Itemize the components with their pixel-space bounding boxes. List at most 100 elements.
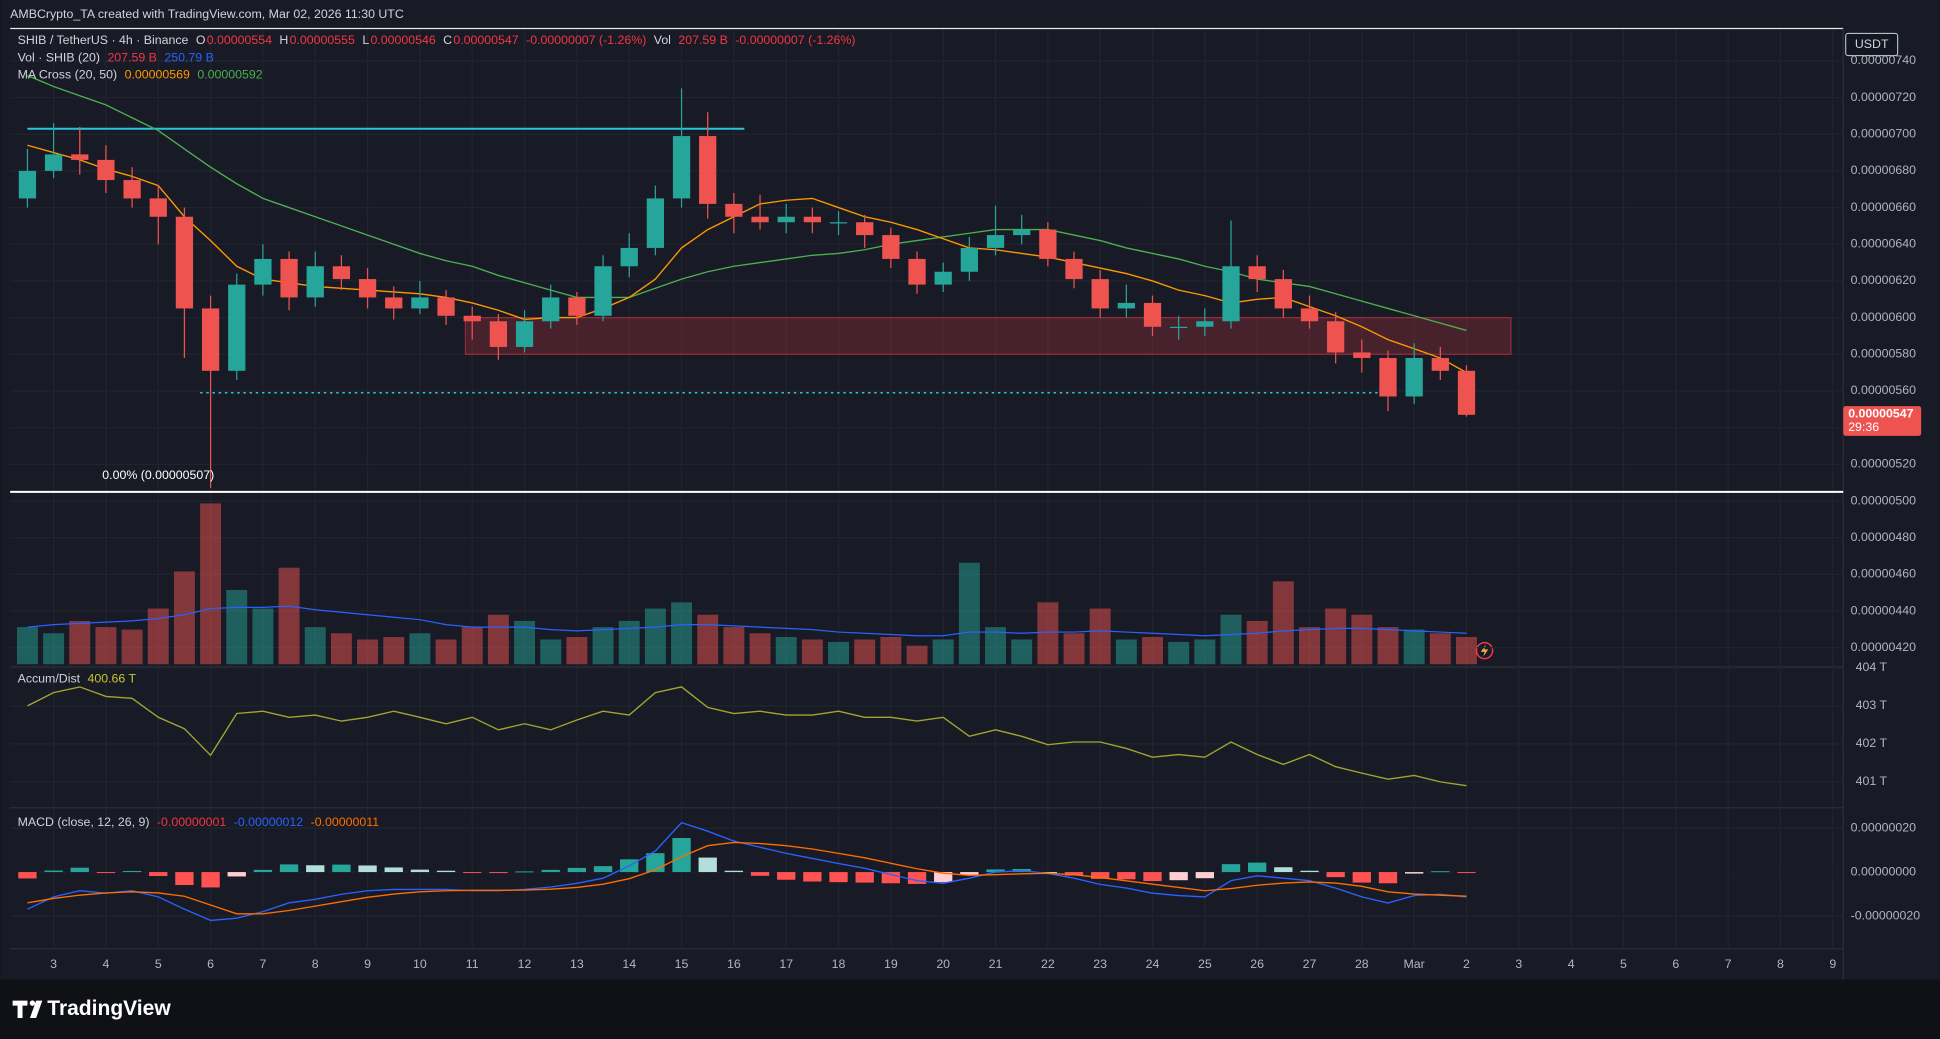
y-tick-label: 0.00000700 xyxy=(1851,126,1916,140)
candle-body xyxy=(699,136,717,204)
macd-histogram-bar xyxy=(358,865,377,873)
macd-histogram-bar xyxy=(698,857,717,873)
volume-bar xyxy=(1168,641,1190,665)
volume-bar xyxy=(357,639,379,665)
candle-body xyxy=(1379,357,1397,397)
y-tick-label: 0.00000000 xyxy=(1851,864,1916,878)
legend-item: 207.59 B xyxy=(107,50,156,64)
macd-histogram-bar xyxy=(672,838,691,873)
candle-body xyxy=(751,216,769,223)
macd-histogram-bar xyxy=(18,872,37,879)
macd-histogram-bar xyxy=(306,865,325,873)
macd-histogram-bar xyxy=(410,869,430,873)
x-tick-label: 16 xyxy=(727,957,741,971)
x-tick-label: 15 xyxy=(675,957,689,971)
macd-histogram-bar xyxy=(724,870,744,873)
candle-body xyxy=(1143,302,1162,327)
candle-body xyxy=(1065,258,1083,280)
x-tick-label: 23 xyxy=(1093,957,1107,971)
y-tick-label: 0.00000420 xyxy=(1851,640,1916,654)
volume-bar xyxy=(618,620,640,665)
volume-bar xyxy=(1063,633,1085,665)
legend-item: -0.00000007 (-1.26%) xyxy=(526,33,646,47)
macd-histogram-bar xyxy=(1143,872,1162,882)
candle-body xyxy=(1353,352,1371,358)
candle-body xyxy=(646,198,665,248)
candle-body xyxy=(829,222,848,224)
currency-box[interactable] xyxy=(1845,32,1899,57)
y-tick-label: 0.00000600 xyxy=(1851,310,1916,324)
volume-bar xyxy=(828,641,849,665)
y-tick-label: 403 T xyxy=(1856,698,1888,712)
candle-body xyxy=(594,266,612,316)
candle-body xyxy=(18,170,37,199)
legend-item: MA Cross (20, 50) xyxy=(18,68,118,82)
volume-bar xyxy=(1142,637,1163,665)
candle-body xyxy=(411,297,429,309)
candle-body xyxy=(986,235,1005,248)
volume-bar xyxy=(749,633,771,665)
candle-body xyxy=(1091,279,1109,309)
candle-body xyxy=(228,284,246,371)
candle-body xyxy=(1039,229,1057,259)
macd-histogram-bar xyxy=(1352,872,1371,883)
volume-bar xyxy=(1403,629,1425,665)
y-tick-label: 402 T xyxy=(1856,736,1888,750)
candle-body xyxy=(856,222,874,236)
volume-bar xyxy=(409,633,431,665)
volume-bar xyxy=(1272,581,1294,665)
volume-bar xyxy=(566,637,588,665)
x-tick-label: 8 xyxy=(312,957,319,971)
x-tick-label: 4 xyxy=(1568,957,1575,971)
legend-item: 400.66 T xyxy=(88,671,137,685)
footer xyxy=(0,979,1940,1039)
candle-body xyxy=(280,258,298,298)
legend-item: -0.00000007 (-1.26%) xyxy=(735,33,855,47)
volume-bar xyxy=(1089,608,1111,665)
volume-bar xyxy=(121,629,143,665)
x-tick-label: 24 xyxy=(1146,957,1160,971)
candle-body xyxy=(149,198,167,217)
macd-histogram-bar xyxy=(489,872,508,874)
x-tick-label: 26 xyxy=(1250,957,1264,971)
macd-histogram-bar xyxy=(1195,872,1214,879)
macd-histogram-bar xyxy=(1378,872,1398,884)
volume-bar xyxy=(200,503,222,665)
volume-bar xyxy=(932,639,954,665)
x-tick-label: 27 xyxy=(1303,957,1317,971)
candle-body xyxy=(1457,370,1476,415)
x-tick-label: 7 xyxy=(259,957,266,971)
x-tick-label: 18 xyxy=(832,957,846,971)
macd-histogram-bar xyxy=(1038,872,1058,874)
macd-histogram-bar xyxy=(1326,872,1345,878)
volume-bar xyxy=(906,645,928,665)
x-tick-label: 2 xyxy=(1463,957,1470,971)
y-tick-label: 0.00000580 xyxy=(1851,347,1916,361)
candle-body xyxy=(1405,357,1423,397)
volume-bar xyxy=(95,627,117,665)
price-tag-label: 0.00000547 xyxy=(1848,406,1913,420)
legend-item: SHIB / TetherUS · 4h · Binance xyxy=(18,33,189,47)
volume-bar xyxy=(1011,639,1033,665)
volume-bar xyxy=(173,571,195,665)
volume-bar xyxy=(1246,620,1268,665)
candle-body xyxy=(44,154,63,171)
volume-bar xyxy=(514,620,536,665)
x-tick-label: Mar xyxy=(1404,957,1425,971)
y-tick-label: 0.00000660 xyxy=(1851,200,1916,214)
legend-item: -0.00000012 xyxy=(234,815,304,829)
volume-bar xyxy=(461,627,483,665)
x-tick-label: 9 xyxy=(364,957,371,971)
annotation: 0.00% (0.00000507) xyxy=(102,468,214,482)
x-tick-label: 6 xyxy=(1672,957,1679,971)
candle-body xyxy=(1196,321,1214,327)
credit: AMBCrypto_TA created with TradingView.co… xyxy=(10,7,404,21)
candle-body xyxy=(777,216,795,223)
macd-histogram-bar xyxy=(1274,867,1293,873)
candle-body xyxy=(803,216,822,223)
y-tick-label: 0.00000480 xyxy=(1851,530,1916,544)
macd-histogram-bar xyxy=(1091,872,1110,879)
legend-item: Vol xyxy=(654,33,671,47)
candle-body xyxy=(358,279,377,298)
y-tick-label: 404 T xyxy=(1856,660,1888,674)
